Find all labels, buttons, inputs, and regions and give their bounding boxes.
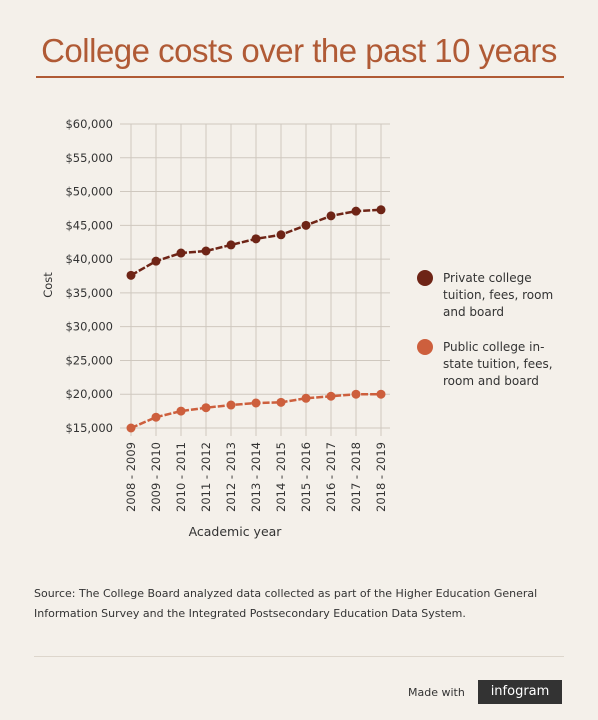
y-tick-label: $20,000: [65, 387, 113, 401]
x-tick-label: 2014 - 2015: [274, 442, 288, 512]
y-axis-label: Cost: [41, 272, 55, 298]
data-point: [151, 256, 161, 266]
x-tick-label: 2016 - 2017: [324, 442, 338, 512]
data-point: [226, 400, 236, 410]
data-point: [126, 270, 136, 280]
y-tick-label: $30,000: [65, 320, 113, 334]
x-tick-label: 2012 - 2013: [224, 442, 238, 512]
data-point: [376, 389, 386, 399]
y-tick-label: $45,000: [65, 218, 113, 232]
y-tick-label: $15,000: [65, 421, 113, 435]
y-tick-label: $60,000: [65, 117, 113, 131]
data-point: [201, 246, 211, 256]
data-point: [276, 230, 286, 240]
y-tick-label: $25,000: [65, 353, 113, 367]
brand-badge[interactable]: infogram: [478, 680, 562, 704]
x-tick-label: 2015 - 2016: [299, 442, 313, 512]
data-point: [151, 412, 161, 422]
x-tick-label: 2010 - 2011: [174, 442, 188, 512]
y-tick-label: $50,000: [65, 185, 113, 199]
data-point: [301, 220, 311, 230]
x-tick-label: 2009 - 2010: [149, 442, 163, 512]
legend-swatch: [417, 270, 433, 286]
data-point: [301, 393, 311, 403]
data-point: [226, 240, 236, 250]
title-rule: [36, 76, 564, 78]
legend-item: Private college tuition, fees, room and …: [417, 270, 562, 321]
data-point: [276, 397, 286, 407]
legend-swatch: [417, 339, 433, 355]
legend-label: Private college tuition, fees, room and …: [443, 271, 554, 319]
data-point: [176, 406, 186, 416]
data-point: [126, 423, 136, 433]
data-point: [376, 205, 386, 215]
divider: [34, 656, 564, 657]
y-tick-label: $55,000: [65, 151, 113, 165]
made-with: Made with: [408, 686, 465, 699]
chart-title: College costs over the past 10 years: [41, 32, 557, 69]
data-point: [251, 398, 261, 408]
data-point: [326, 211, 336, 221]
x-axis-label: Academic year: [189, 524, 283, 539]
data-point: [351, 389, 361, 399]
data-point: [201, 403, 211, 413]
chart: $15,000 $20,000 $25,000 $30,000 $35,000 $40,0…: [41, 117, 390, 539]
data-point: [326, 391, 336, 401]
source-note: Source: The College Board analyzed data …: [34, 587, 538, 620]
y-tick-label: $40,000: [65, 252, 113, 266]
x-tick-label: 2017 - 2018: [349, 442, 363, 512]
legend-item: Public college in-state tuition, fees, r…: [417, 339, 562, 390]
x-tick-label: 2008 - 2009: [124, 442, 138, 512]
x-tick-label: 2011 - 2012: [199, 442, 213, 512]
y-tick-label: $35,000: [65, 286, 113, 300]
legend-label: Public college in-state tuition, fees, r…: [443, 340, 553, 388]
data-point: [176, 248, 186, 258]
data-point: [251, 234, 261, 244]
x-tick-label: 2018 - 2019: [374, 442, 388, 512]
data-point: [351, 206, 361, 216]
x-tick-label: 2013 - 2014: [249, 442, 263, 512]
